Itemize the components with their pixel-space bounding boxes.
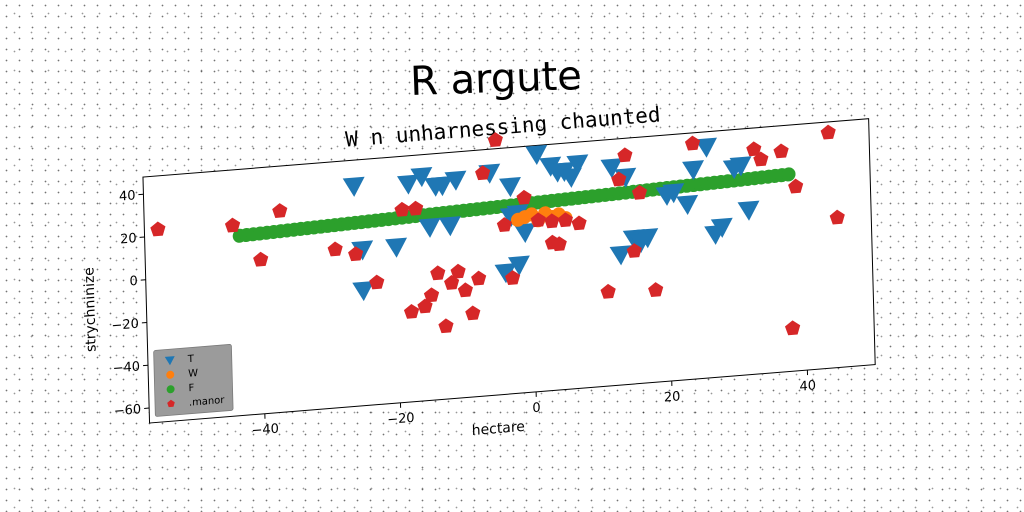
point-series-manor — [403, 303, 420, 319]
point-series-manor — [617, 147, 633, 163]
point-series-manor — [430, 265, 446, 281]
legend: TWF.manor — [153, 344, 234, 417]
point-series-t — [410, 166, 433, 188]
point-series-manor — [272, 203, 288, 218]
point-series-manor — [773, 143, 789, 159]
point-series-t — [507, 255, 530, 276]
point-series-manor — [571, 215, 587, 231]
point-series-t — [397, 174, 419, 195]
point-series-t — [444, 170, 467, 191]
point-series-t — [418, 217, 441, 238]
point-series-manor — [444, 274, 460, 290]
point-series-manor — [438, 318, 454, 334]
point-series-t — [676, 194, 699, 215]
point-series-manor — [626, 243, 642, 258]
point-series-t — [710, 217, 733, 238]
point-series-t — [385, 237, 408, 258]
point-series-manor — [475, 165, 491, 181]
point-series-t — [513, 222, 536, 244]
x-tick-label: 20 — [664, 389, 681, 405]
legend-marker — [167, 399, 175, 408]
legend-label: F — [188, 383, 194, 394]
point-series-manor — [544, 213, 560, 229]
y-tick-label: 40 — [119, 188, 136, 204]
point-series-manor — [611, 171, 627, 187]
point-series-manor — [465, 305, 481, 321]
point-series-manor — [684, 135, 701, 151]
point-series-manor — [407, 200, 424, 216]
legend-label: W — [188, 368, 198, 380]
point-series-t — [600, 158, 623, 179]
point-series-t — [662, 183, 685, 204]
point-series-t — [636, 228, 659, 249]
y-tick-label: −20 — [111, 317, 139, 334]
point-series-t — [352, 280, 375, 302]
legend-marker — [166, 385, 175, 394]
point-series-t — [695, 137, 718, 158]
point-series-manor — [417, 298, 433, 314]
point-series-manor — [224, 217, 241, 233]
chart-title: R argute — [409, 53, 582, 105]
point-series-manor — [829, 209, 845, 225]
point-series-manor — [369, 274, 385, 290]
point-series-manor — [631, 184, 648, 200]
point-series-manor — [557, 212, 573, 228]
point-series-manor — [150, 221, 166, 237]
data-marks — [150, 124, 845, 336]
point-series-manor — [457, 282, 473, 298]
y-axis-label: strychninize — [81, 267, 99, 353]
point-series-manor — [516, 189, 532, 205]
legend-marker — [166, 370, 175, 379]
point-series-manor — [327, 241, 343, 257]
legend-label: T — [187, 354, 195, 366]
point-series-manor — [471, 270, 487, 286]
point-series-t — [494, 263, 517, 284]
point-series-t — [609, 245, 632, 266]
point-series-t — [342, 176, 365, 197]
point-series-t — [499, 176, 521, 198]
point-series-manor — [530, 212, 546, 228]
point-series-manor — [253, 251, 269, 267]
y-tick-label: −60 — [114, 402, 142, 419]
point-series-manor — [820, 124, 836, 140]
point-series-t — [737, 200, 760, 221]
legend-marker — [164, 356, 175, 366]
legend-box — [153, 344, 234, 417]
point-series-manor — [450, 263, 466, 279]
legend-label: .manor — [189, 395, 226, 409]
axes: −40 −20 0 20 40 40 20 0 −20 −40 −60 hectare strychni… — [81, 188, 816, 439]
y-tick-label: 0 — [129, 274, 138, 290]
x-tick-label: −40 — [251, 422, 279, 439]
point-series-manor — [648, 282, 664, 297]
point-series-t — [351, 240, 374, 261]
point-series-manor — [551, 236, 567, 252]
point-series-t — [438, 216, 461, 237]
x-tick-label: 0 — [532, 401, 541, 417]
point-series-manor — [487, 132, 503, 147]
point-series-t — [431, 176, 453, 197]
point-series-manor — [423, 287, 440, 303]
point-series-f — [781, 167, 796, 182]
point-series-manor — [505, 270, 521, 285]
x-tick-label: 40 — [799, 378, 816, 394]
point-series-manor — [753, 151, 769, 167]
point-series-manor — [496, 217, 512, 233]
x-tick-label: −20 — [387, 411, 415, 428]
point-series-manor — [348, 246, 364, 262]
point-series-manor — [394, 201, 410, 217]
y-tick-label: 20 — [120, 231, 137, 247]
point-series-t — [682, 160, 705, 181]
point-series-manor — [788, 178, 804, 194]
plot-area: −40 −20 0 20 40 40 20 0 −20 −40 −60 hectare strychni… — [81, 118, 876, 439]
point-series-manor — [600, 283, 616, 299]
point-series-t — [559, 167, 582, 188]
point-series-t — [729, 156, 752, 177]
point-series-manor — [784, 320, 801, 336]
point-series-manor — [746, 141, 762, 157]
point-series-t — [566, 154, 589, 175]
y-tick-label: −40 — [113, 359, 141, 376]
point-series-t — [525, 144, 548, 165]
x-axis-label: hectare — [472, 419, 526, 439]
